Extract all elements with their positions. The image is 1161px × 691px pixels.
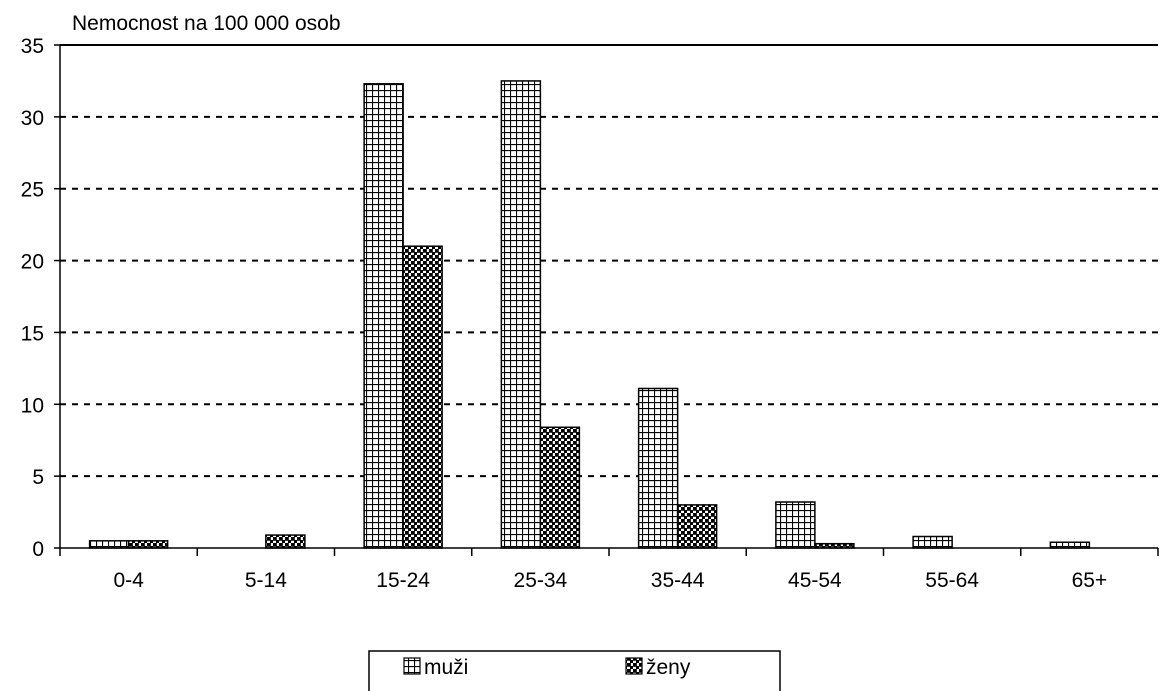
legend-swatch-muzi — [403, 657, 421, 675]
bar-zeny-0-4 — [127, 540, 169, 549]
x-tick-label: 0-4 — [113, 569, 144, 592]
bar-zeny-35-44 — [676, 504, 718, 549]
legend-label-muzi: muži — [424, 656, 468, 679]
y-tick-label: 10 — [21, 394, 44, 417]
bar-muzi-45-54 — [775, 501, 816, 549]
bar-muzi-35-44 — [637, 387, 679, 549]
bar-muzi-55-64 — [912, 535, 953, 549]
x-tick-label: 15-24 — [376, 569, 430, 592]
bar-zeny-5-14 — [265, 534, 306, 549]
y-tick-label: 25 — [21, 179, 44, 202]
x-tick-label: 5-14 — [245, 569, 287, 592]
bar-muzi-15-24 — [363, 83, 404, 549]
y-tick-label: 0 — [32, 538, 44, 561]
chart-title: Nemocnost na 100 000 osob — [72, 12, 341, 35]
bars — [88, 80, 1091, 549]
legend-swatch-zeny — [625, 657, 643, 675]
bar-zeny-15-24 — [402, 245, 443, 549]
x-tick-label: 25-34 — [514, 569, 568, 592]
tick-labels: 0 5 10 15 20 25 30 35 0-4 5-14 15-24 25-34 35-44 45-5… — [21, 35, 1108, 592]
x-tick-label: 55-64 — [925, 569, 979, 592]
bar-zeny-25-34 — [539, 426, 581, 549]
y-tick-label: 30 — [21, 107, 44, 130]
gridlines — [60, 44, 1158, 478]
axes — [54, 44, 1159, 556]
bar-muzi-0-4 — [88, 540, 130, 549]
y-tick-label: 20 — [21, 251, 44, 274]
x-tick-label: 45-54 — [788, 569, 842, 592]
bar-muzi-25-34 — [500, 80, 542, 549]
y-tick-label: 5 — [32, 466, 44, 489]
x-tick-label: 35-44 — [651, 569, 705, 592]
y-tick-label: 15 — [21, 322, 44, 345]
legend: muži ženy — [368, 650, 781, 691]
bar-muzi-65+ — [1049, 541, 1091, 549]
legend-label-zeny: ženy — [646, 656, 691, 679]
legend-box — [368, 650, 781, 691]
x-tick-label: 65+ — [1072, 569, 1108, 592]
y-tick-label: 35 — [21, 35, 44, 58]
